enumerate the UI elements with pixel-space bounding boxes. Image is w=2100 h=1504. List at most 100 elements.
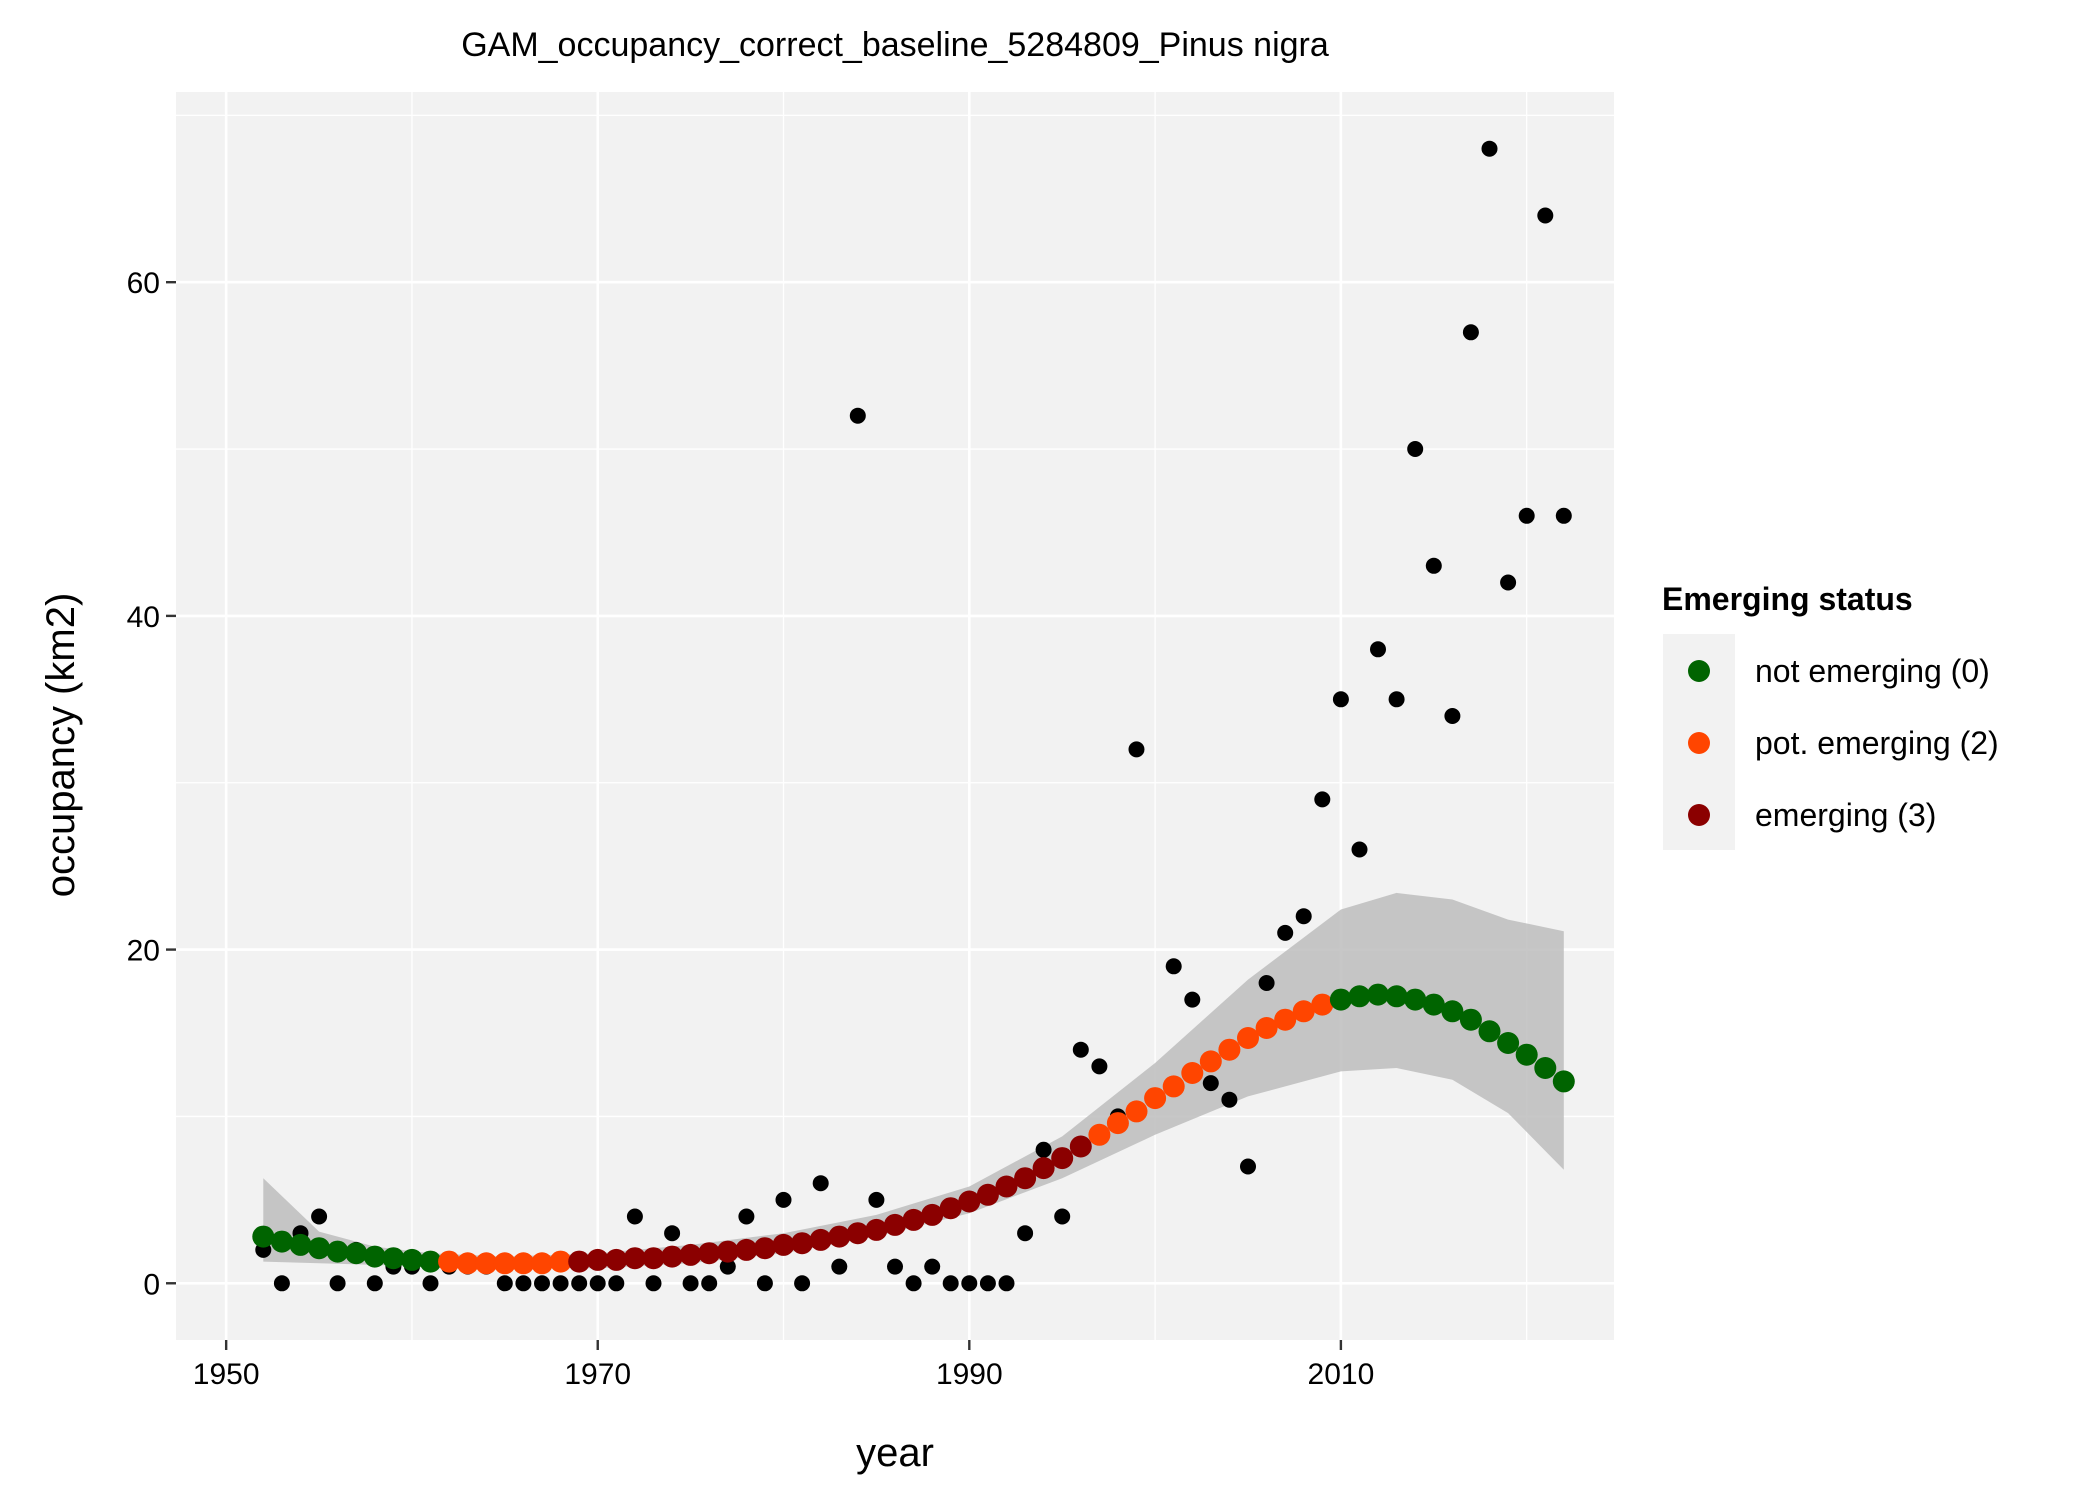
fit-point-emerging: [976, 1183, 999, 1206]
legend-label: emerging (3): [1755, 797, 1936, 833]
confidence-ribbon: [263, 892, 1564, 1269]
observed-point: [1388, 691, 1405, 708]
fit-point-not-emerging: [382, 1247, 405, 1270]
fit-point-emerging: [679, 1243, 702, 1266]
fit-point-pot-emerging: [438, 1250, 461, 1273]
fit-point-emerging: [884, 1213, 906, 1236]
fit-point-emerging: [995, 1175, 1018, 1198]
fit-point-pot-emerging: [475, 1252, 498, 1275]
fit-point-not-emerging: [1404, 988, 1427, 1011]
observed-point: [1221, 1091, 1238, 1108]
fit-point-emerging: [902, 1208, 925, 1231]
observed-point: [701, 1275, 718, 1292]
observed-point: [1184, 991, 1201, 1008]
observed-point: [1091, 1058, 1108, 1075]
observed-point: [831, 1258, 848, 1275]
observed-point: [905, 1275, 922, 1292]
observed-point: [311, 1208, 328, 1225]
chart-title: GAM_occupancy_correct_baseline_5284809_P…: [461, 26, 1329, 64]
y-tick-label: 20: [127, 935, 160, 968]
axes: 0 20 40 60 1950 1970 1990 2010: [127, 267, 1375, 1391]
fit-point-emerging: [809, 1228, 832, 1251]
fit-point-emerging: [846, 1222, 869, 1245]
fit-point-not-emerging: [401, 1248, 423, 1271]
fit-point-pot-emerging: [1088, 1123, 1111, 1146]
x-tick-label: 1950: [193, 1358, 260, 1391]
observed-point: [1314, 791, 1331, 808]
legend-title: Emerging status: [1662, 581, 1913, 617]
fit-point-emerging: [698, 1242, 721, 1265]
observed-point: [998, 1275, 1015, 1292]
observed-point: [1017, 1225, 1034, 1242]
fit-point-pot-emerging: [512, 1252, 535, 1275]
legend-marker: [1688, 732, 1710, 754]
fit-point-not-emerging: [1422, 993, 1445, 1016]
gridlines: [176, 92, 1614, 1340]
fit-point-pot-emerging: [493, 1252, 516, 1275]
observed-point: [924, 1258, 941, 1275]
fit-point-not-emerging: [363, 1245, 386, 1268]
fit-point-pot-emerging: [1199, 1050, 1222, 1073]
y-axis-label: occupancy (km2): [39, 593, 83, 898]
observed-point: [942, 1275, 959, 1292]
fit-point-pot-emerging: [1292, 1000, 1315, 1023]
fit-point-emerging: [1014, 1167, 1037, 1190]
fit-point-emerging: [958, 1190, 981, 1213]
observed-point: [1202, 1075, 1219, 1092]
observed-point: [626, 1208, 643, 1225]
observed-point: [812, 1175, 829, 1192]
panel-background: [176, 92, 1614, 1340]
observed-point: [1165, 958, 1182, 975]
observed-point: [1295, 908, 1312, 925]
observed-point: [1054, 1208, 1071, 1225]
fit-point-not-emerging: [1534, 1057, 1557, 1079]
observed-point: [1407, 441, 1424, 457]
fit-point-pot-emerging: [1237, 1027, 1259, 1049]
fit-point-not-emerging: [1441, 1000, 1464, 1023]
fit-point-emerging: [939, 1197, 962, 1220]
fit-point-emerging: [661, 1245, 684, 1268]
fit-point-not-emerging: [1329, 988, 1352, 1011]
legend-marker: [1688, 660, 1710, 682]
legend-marker: [1688, 804, 1710, 826]
fit-point-not-emerging: [270, 1230, 293, 1253]
fit-point-pot-emerging: [1274, 1008, 1297, 1031]
observed-point: [738, 1208, 755, 1225]
legend-label: not emerging (0): [1755, 653, 1990, 689]
observed-point: [1332, 691, 1349, 708]
observed-point: [1518, 507, 1535, 524]
fit-point-emerging: [623, 1247, 646, 1270]
fit-point-emerging: [828, 1225, 851, 1248]
fit-point-not-emerging: [1497, 1032, 1520, 1054]
x-axis-label: year: [856, 1431, 934, 1475]
fit-point-pot-emerging: [1125, 1100, 1148, 1123]
observed-point: [1537, 207, 1554, 224]
fit-point-emerging: [735, 1238, 758, 1261]
fit-point-emerging: [753, 1237, 776, 1260]
observed-point: [756, 1275, 773, 1292]
fitted-points: [252, 983, 1575, 1275]
fit-point-pot-emerging: [549, 1250, 572, 1273]
fit-point-emerging: [772, 1233, 795, 1256]
fit-point-emerging: [1069, 1135, 1092, 1158]
observed-point: [534, 1275, 550, 1292]
y-tick-label: 60: [127, 267, 160, 300]
observed-point: [1351, 841, 1368, 858]
observed-points: [255, 140, 1572, 1292]
observed-point: [1035, 1141, 1052, 1158]
observed-point: [515, 1275, 532, 1292]
x-tick-label: 1990: [936, 1358, 1003, 1391]
plot-panel: 0 20 40 60 1950 1970 1990 2010: [127, 92, 1614, 1391]
observed-point: [1258, 975, 1275, 991]
observed-point: [961, 1275, 978, 1292]
fit-point-emerging: [605, 1248, 628, 1271]
observed-point: [868, 1191, 885, 1208]
observed-point: [1240, 1158, 1256, 1175]
legend-label: pot. emerging (2): [1755, 725, 1999, 761]
x-tick-label: 2010: [1308, 1358, 1375, 1391]
observed-point: [422, 1275, 439, 1292]
fit-point-emerging: [865, 1218, 888, 1241]
fit-point-pot-emerging: [1218, 1038, 1241, 1061]
